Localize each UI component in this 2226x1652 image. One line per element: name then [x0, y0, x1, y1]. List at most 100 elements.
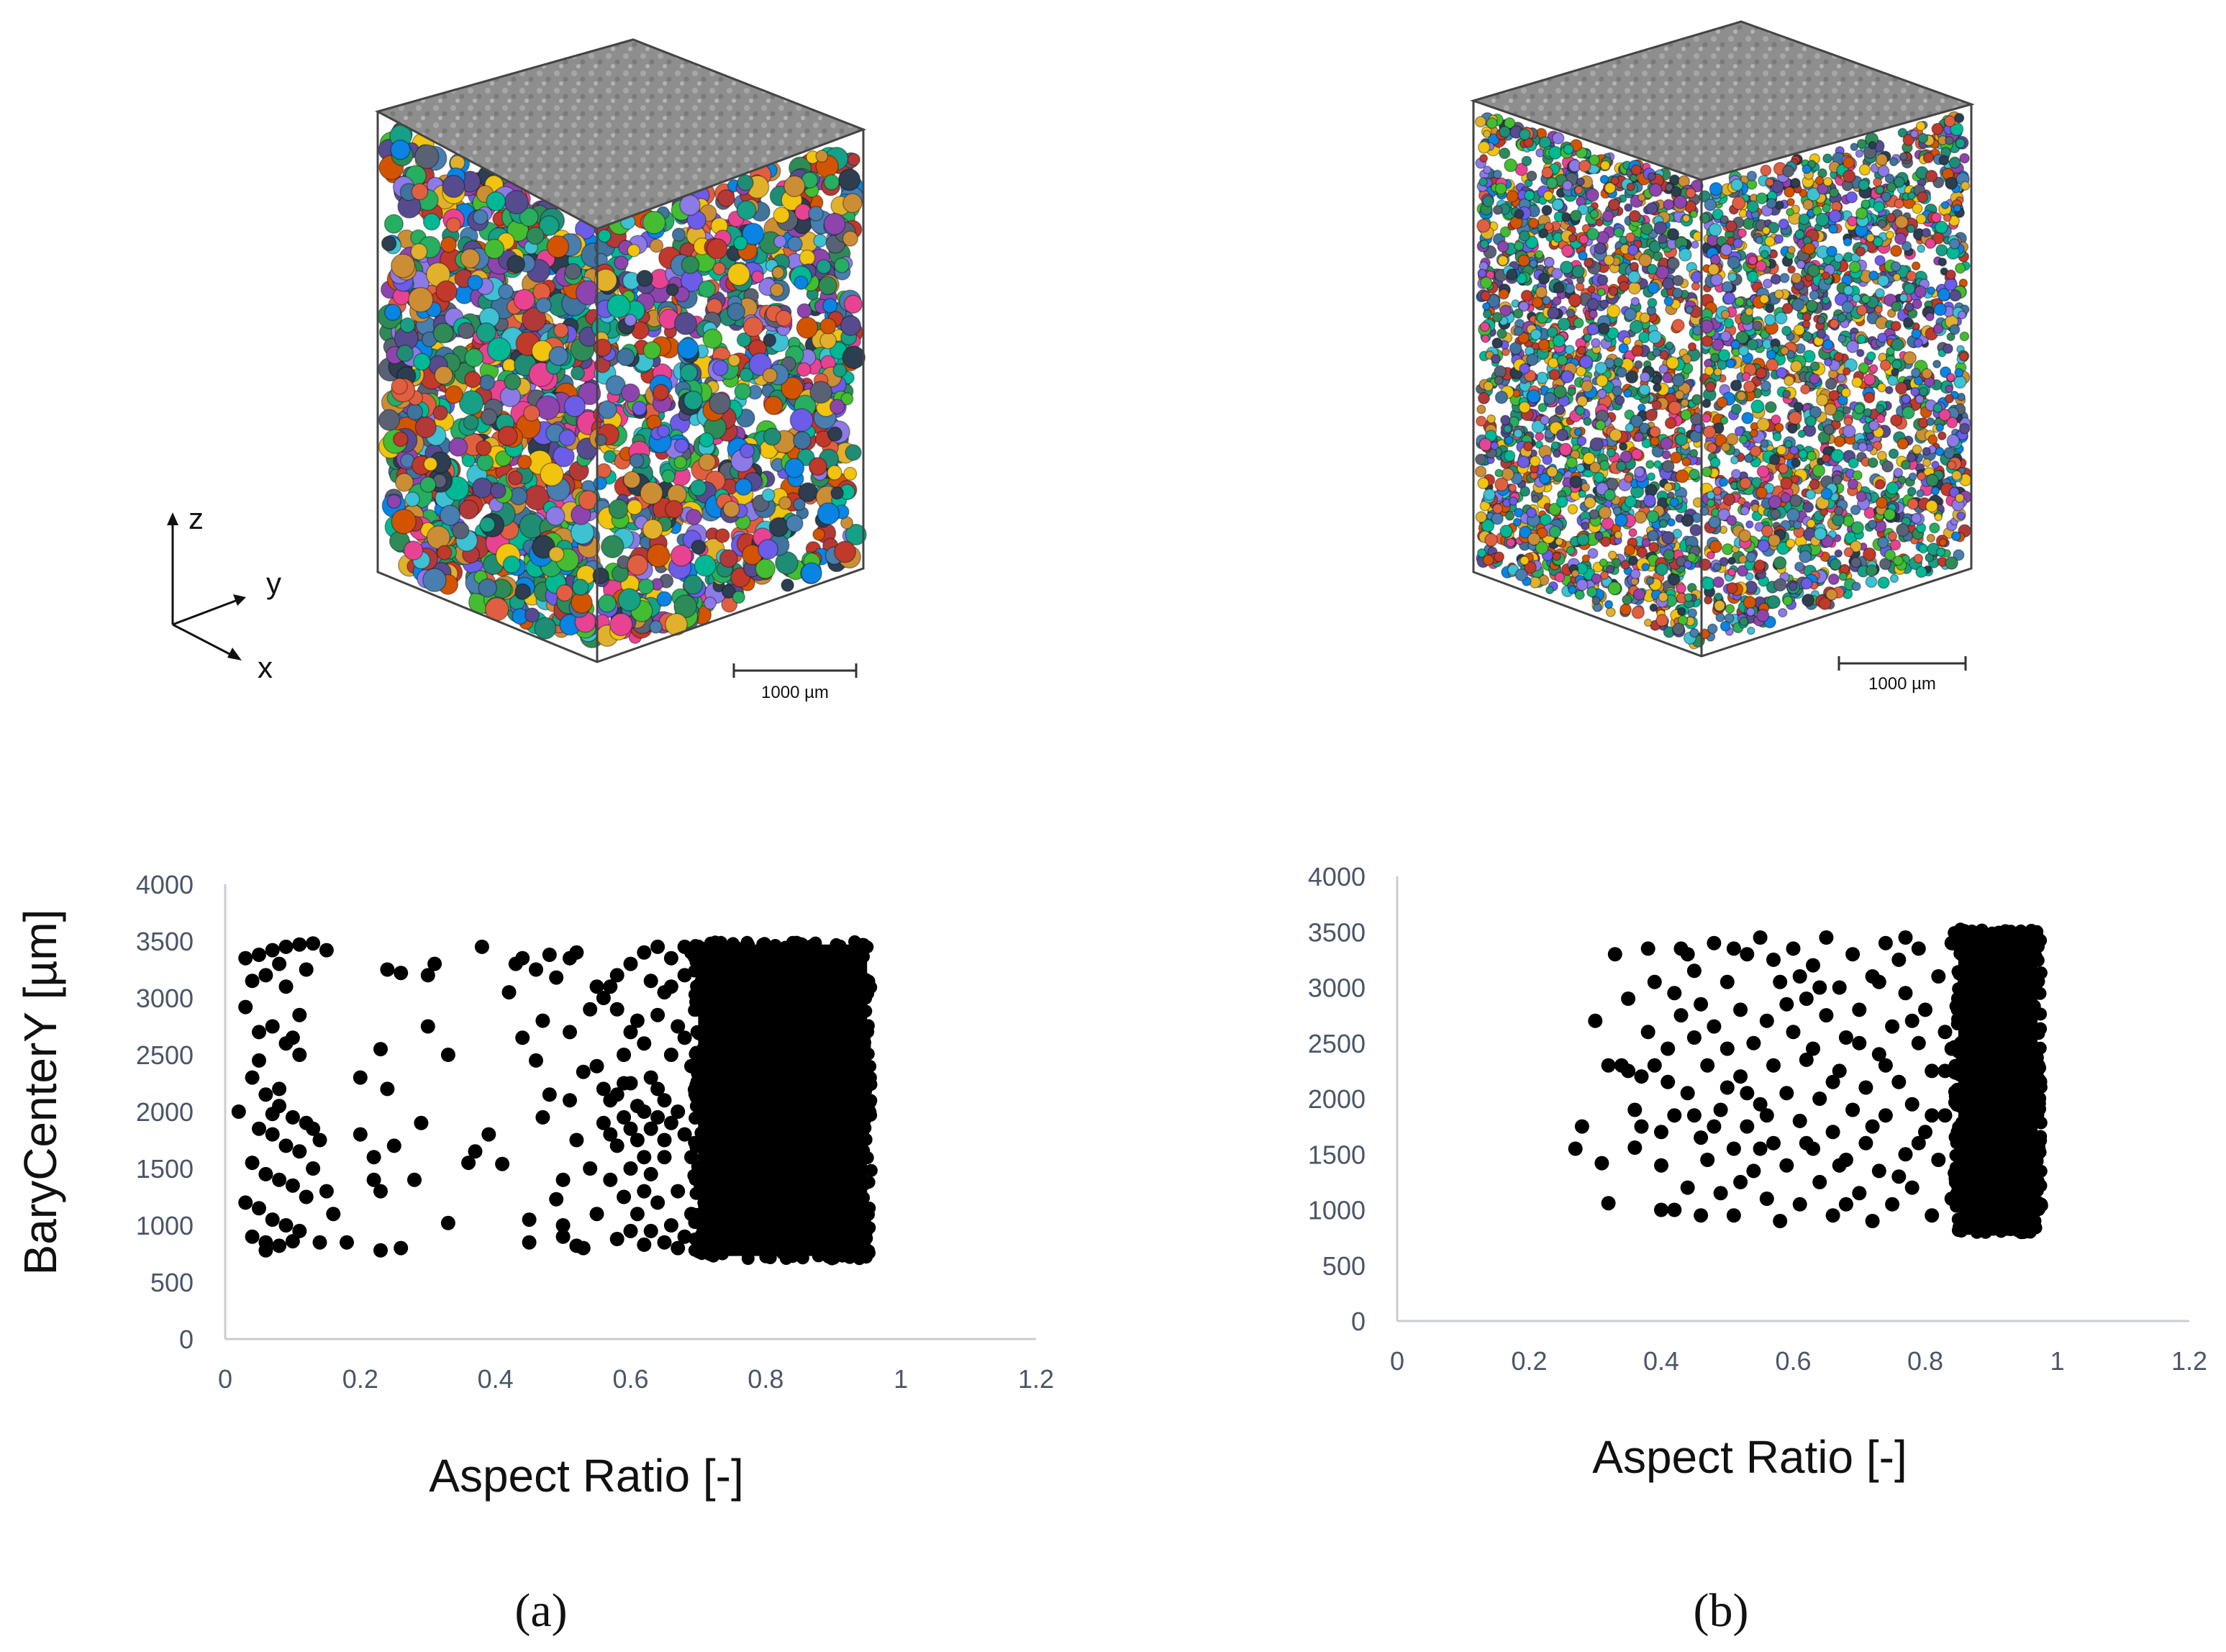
volume-b-sphere — [1527, 389, 1541, 404]
volume-b-sphere — [1583, 417, 1592, 426]
volume-b-sphere — [1490, 441, 1499, 450]
volume-a-sphere — [775, 309, 792, 327]
volume-a-sphere — [532, 535, 555, 559]
volume-a-sphere — [391, 509, 417, 535]
volume-b-sphere — [1496, 240, 1509, 253]
volume-b-sphere — [1607, 304, 1621, 318]
volume-a-sphere — [593, 476, 607, 491]
volume-a-sphere — [524, 607, 540, 623]
volume-b-sphere — [1685, 305, 1694, 314]
volume-a-sphere — [457, 322, 475, 340]
volume-b-sphere — [1594, 361, 1608, 375]
volume-b-sphere — [1566, 545, 1576, 555]
volume-a-sphere — [845, 523, 867, 546]
volume-a-sphere — [722, 500, 740, 518]
volume-b-sphere — [1555, 404, 1566, 416]
volume-b-sphere — [1519, 230, 1530, 242]
volume-b-sphere — [1850, 557, 1862, 568]
volume-b-sphere — [1499, 304, 1512, 317]
volume-a-sphere — [677, 337, 699, 360]
volume-b-sphere — [1535, 371, 1549, 384]
volume-b-sphere — [1907, 486, 1917, 496]
volume-a-sphere — [411, 183, 429, 201]
volume-b-sphere — [1651, 400, 1662, 411]
volume-a-sphere — [458, 499, 479, 520]
volume-a-sphere — [812, 527, 826, 541]
volume-b-sphere — [1671, 373, 1685, 387]
volume-a-sphere — [404, 491, 420, 507]
volume-b-sphere — [1624, 495, 1637, 508]
volume-b-sphere — [1548, 357, 1559, 369]
volume-b-sphere — [1503, 450, 1516, 462]
volume-b-sphere — [1556, 355, 1568, 366]
volume-a-sphere — [558, 429, 576, 447]
volume-b-sphere — [1626, 182, 1635, 191]
volume-b-sphere — [1477, 268, 1487, 278]
volume-a-sphere — [534, 617, 557, 640]
volume-b-sphere — [1625, 370, 1639, 384]
volume-a-sphere — [670, 544, 693, 567]
volume-a-sphere — [464, 348, 484, 368]
volume-a-sphere — [448, 437, 468, 457]
volume-b-sphere — [1720, 214, 1729, 224]
volume-b-sphere — [1608, 286, 1619, 296]
volume-b-sphere — [1596, 288, 1606, 297]
volume-b-sphere — [1593, 471, 1605, 484]
volume-b-sphere — [1569, 475, 1583, 489]
volume-b-sphere — [1935, 244, 1948, 257]
volume-b-sphere — [1681, 514, 1694, 527]
volume-b-sphere — [1652, 348, 1661, 358]
volume-b-sphere — [1542, 454, 1553, 466]
volume-b-sphere — [1605, 607, 1616, 617]
volume-b-sphere — [1581, 522, 1590, 531]
volume-b-sphere — [1640, 371, 1651, 383]
volume-b-sphere — [1596, 274, 1609, 286]
volume-b-sphere — [1504, 158, 1518, 173]
volume-b-sphere — [1703, 595, 1713, 605]
volume-a-sphere — [768, 517, 789, 537]
volume-a-sphere — [597, 229, 612, 243]
volume-b-sphere — [1561, 212, 1571, 222]
volume-a-sphere — [847, 153, 860, 167]
volume-a-sphere — [548, 546, 565, 563]
volume-b-sphere — [1476, 218, 1491, 233]
volume-b-sphere — [1809, 478, 1820, 490]
volume-b-sphere — [1797, 430, 1807, 438]
volume-b-sphere — [1506, 537, 1516, 548]
volume-b-sphere — [1756, 417, 1771, 432]
volume-a-sphere — [432, 405, 448, 421]
z-arrowhead — [167, 512, 178, 525]
volume-a-sphere — [712, 262, 726, 276]
volume-a-sphere — [763, 395, 783, 415]
volume-a-sphere — [378, 409, 401, 431]
volume-b-sphere — [1760, 164, 1772, 176]
volume-b-sphere — [1601, 517, 1614, 530]
volume-a-sphere — [392, 431, 409, 448]
volume-b-sphere — [1701, 576, 1715, 591]
volume-b-sphere — [1713, 368, 1722, 376]
volume-b-sphere — [1589, 309, 1598, 319]
volume-b-sphere — [1917, 244, 1926, 253]
volume-b-sphere — [1691, 394, 1703, 405]
volume-b-sphere — [1625, 423, 1635, 433]
volume-a-sphere — [732, 590, 745, 604]
volume-b-sphere — [1714, 592, 1723, 602]
volume-b-sphere — [1648, 183, 1663, 197]
volume-a-sphere — [571, 578, 589, 596]
volume-b-sphere — [1566, 456, 1578, 469]
volume-b-sphere — [1552, 132, 1565, 145]
volume-a-sphere — [727, 302, 745, 322]
volume-b-sphere — [1591, 337, 1601, 348]
volume-a-sphere — [413, 353, 431, 371]
volume-a-sphere — [403, 540, 424, 560]
volume-b-sphere — [1627, 281, 1642, 295]
volume-b-sphere — [1623, 307, 1637, 322]
volume-b-sphere — [1713, 599, 1726, 612]
volume-b-sphere — [1494, 391, 1509, 404]
volume-a-sphere — [742, 316, 764, 337]
volume-a-sphere — [649, 238, 664, 253]
volume-b-sphere — [1634, 510, 1648, 524]
volume-b-sphere — [1887, 375, 1899, 386]
volume-b-sphere — [1663, 482, 1673, 492]
volume-b-sphere — [1903, 282, 1916, 295]
